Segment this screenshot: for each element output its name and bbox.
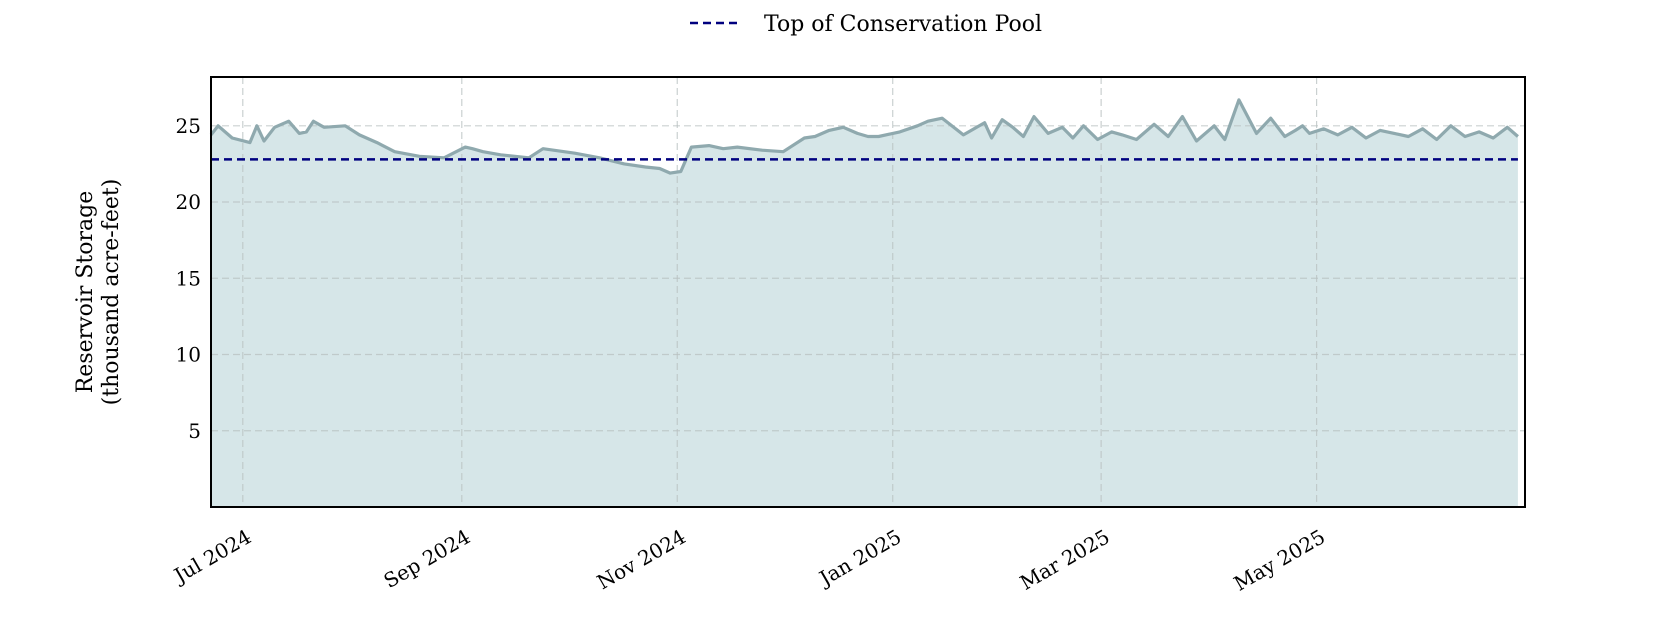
storage-line [209,98,1519,175]
y-axis-title: Reservoir Storage (thousand acre-feet) [73,179,124,406]
y-tick-label: 15 [176,266,201,290]
y-tick-label: 5 [188,419,201,443]
x-tick-label: Jul 2024 [168,524,255,588]
plot-area [209,77,1525,508]
legend-label-conservation-pool: Top of Conservation Pool [764,12,1042,37]
plot-frame [210,76,1526,508]
x-tick-label: Nov 2024 [593,524,690,594]
x-tick-label: Jan 2025 [813,524,905,591]
y-tick-label: 20 [176,190,201,214]
x-tick-label: Sep 2024 [379,524,474,593]
y-axis-title-line-2: (thousand acre-feet) [99,179,124,406]
y-axis-title-line-1: Reservoir Storage [73,191,98,394]
y-tick-label: 25 [176,114,201,138]
storage-area-fill [211,99,1518,508]
y-tick-label: 10 [176,343,201,367]
legend: Top of Conservation Pool [690,12,1042,37]
x-tick-label: May 2025 [1230,524,1329,595]
x-tick-label: Mar 2025 [1016,524,1114,594]
